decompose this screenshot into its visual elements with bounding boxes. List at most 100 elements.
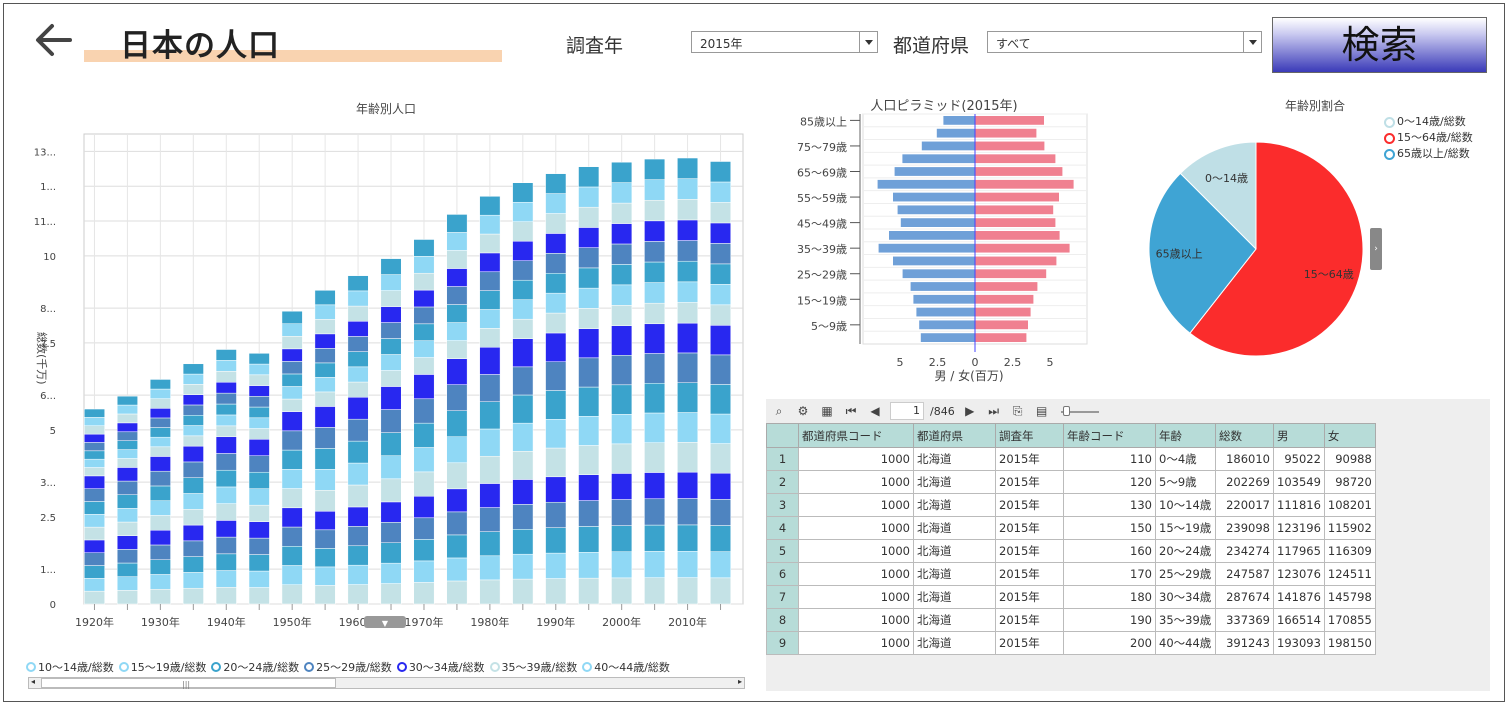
bar-segment[interactable] [578,308,600,329]
next-page-icon[interactable]: ▶ [965,404,975,418]
bar-segment[interactable] [413,357,435,375]
table-cell[interactable]: 150 [1063,516,1156,540]
male-bar[interactable] [878,243,975,253]
bar-segment[interactable] [413,239,435,257]
bar-segment[interactable] [578,186,600,208]
bar-segment[interactable] [512,338,534,368]
bar-segment[interactable] [116,404,138,415]
bar-segment[interactable] [149,379,171,390]
legend-item[interactable]: 15～19歳/総数 [118,659,206,675]
bar-segment[interactable] [644,261,666,283]
bar-segment[interactable] [116,590,138,605]
search-button[interactable]: 検索 [1272,17,1487,73]
bar-segment[interactable] [347,440,369,464]
table-cell[interactable]: 15～19歳 [1155,516,1216,540]
bar-segment[interactable] [215,371,237,383]
table-cell[interactable]: 北海道 [913,539,996,563]
chevron-down-icon[interactable] [859,32,877,52]
bar-segment[interactable] [710,222,731,244]
bar-segment[interactable] [611,414,633,445]
pie-slice[interactable] [1148,172,1257,334]
bar-segment[interactable] [545,578,567,605]
bar-segment[interactable] [248,488,270,506]
bar-segment[interactable] [248,504,270,522]
bar-segment[interactable] [248,521,270,539]
table-cell[interactable]: 5～9歳 [1155,470,1216,494]
first-page-icon[interactable]: ⏮ [845,403,857,418]
table-cell[interactable]: 145798 [1323,585,1376,609]
table-cell[interactable]: 1000 [798,516,914,540]
bar-segment[interactable] [182,461,204,478]
bar-segment[interactable] [314,406,336,428]
bar-segment[interactable] [479,309,501,329]
bar-segment[interactable] [182,509,204,526]
bar-segment[interactable] [479,290,501,310]
bar-segment[interactable] [84,467,105,477]
bar-segment[interactable] [149,388,171,399]
bar-segment[interactable] [479,328,501,348]
bar-segment[interactable] [149,485,171,501]
column-header[interactable]: 女 [1323,423,1376,448]
bar-segment[interactable] [545,312,567,334]
bar-segment[interactable] [380,542,402,564]
bar-segment[interactable] [677,302,699,324]
bar-segment[interactable] [248,353,270,365]
bar-segment[interactable] [248,537,270,555]
bar-segment[interactable] [380,338,402,355]
bar-segment[interactable] [116,413,138,424]
bar-segment[interactable] [446,534,468,559]
female-bar[interactable] [975,218,1056,227]
bar-segment[interactable] [215,570,237,588]
table-cell[interactable]: 2015年 [995,493,1064,517]
table-cell[interactable]: 180 [1063,585,1156,609]
female-bar[interactable] [975,167,1063,176]
table-cell[interactable]: 103549 [1273,470,1325,494]
bar-segment[interactable] [248,455,270,473]
bar-segment[interactable] [116,395,138,406]
bar-segment[interactable] [479,455,501,484]
bar-segment[interactable] [116,480,138,495]
bar-segment[interactable] [677,352,699,383]
bar-segment[interactable] [281,323,303,337]
zoom-icon[interactable]: ⌕ [775,403,783,418]
bar-segment[interactable] [347,321,369,337]
bar-segment[interactable] [512,221,534,242]
bar-segment[interactable] [248,587,270,605]
table-cell[interactable]: 160 [1063,539,1156,563]
bar-segment[interactable] [578,445,600,475]
male-bar[interactable] [913,294,975,304]
chevron-down-icon[interactable] [1243,32,1261,52]
bar-segment[interactable] [314,319,336,335]
bar-segment[interactable] [84,475,105,489]
bar-segment[interactable] [380,478,402,503]
male-bar[interactable] [936,128,975,138]
bar-segment[interactable] [84,488,105,502]
table-cell[interactable]: 北海道 [913,585,996,609]
bar-segment[interactable] [281,526,303,547]
bar-segment[interactable] [84,425,105,435]
bar-segment[interactable] [512,578,534,605]
bar-segment[interactable] [116,521,138,536]
bar-segment[interactable] [545,253,567,274]
scroll-right-icon[interactable]: ▸ [737,677,742,686]
bar-segment[interactable] [281,336,303,350]
bar-segment[interactable] [512,260,534,281]
bar-segment[interactable] [512,553,534,580]
bar-segment[interactable] [710,443,731,474]
grid-table-wrapper[interactable]: 都道府県コード 都道府県 調査年 年齢コード 年齢 総数男女 1 1000 北海道 2015年 1… [766,423,1490,669]
table-cell[interactable]: 111816 [1273,493,1325,517]
bar-segment[interactable] [347,462,369,486]
bar-segment[interactable] [281,449,303,470]
bar-segment[interactable] [347,290,369,307]
bar-segment[interactable] [248,363,270,376]
table-cell[interactable]: 北海道 [913,516,996,540]
bar-segment[interactable] [677,577,699,605]
male-bar[interactable] [902,269,975,279]
bar-segment[interactable] [380,409,402,433]
bar-segment[interactable] [677,199,699,221]
excel-export-icon[interactable]: ▤ [1036,404,1048,418]
bar-segment[interactable] [677,281,699,303]
bar-segment[interactable] [314,391,336,407]
bar-segment[interactable] [644,199,666,222]
female-bar[interactable] [975,307,1031,317]
